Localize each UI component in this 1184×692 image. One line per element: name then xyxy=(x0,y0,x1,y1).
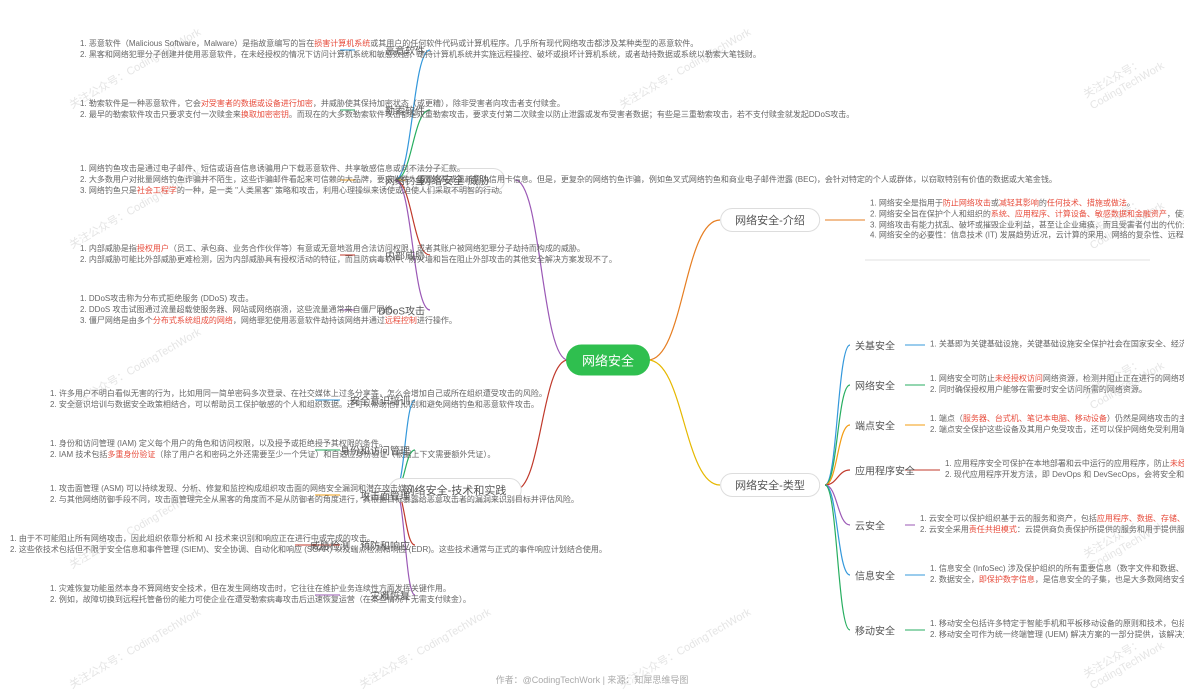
note-tech-4: 1. 灾难恢复功能虽然本身不算网络安全技术，但在发生网络攻击时，它往往在维护业务… xyxy=(50,584,310,606)
note-types-4: 1. 云安全可以保护组织基于云的服务和资产，包括应用程序、数据、存储、开发工具、… xyxy=(920,514,1170,536)
root-node: 网络安全 xyxy=(566,345,650,376)
watermark: 关注公众号：CodingTechWork xyxy=(1080,36,1184,112)
note-threats-2: 1. 网络钓鱼攻击是通过电子邮件、短信或语音信息诱骗用户下载恶意软件、共享敏感信… xyxy=(80,164,335,196)
note-types-6: 1. 移动安全包括许多特定于智能手机和平板移动设备的原则和技术，包括移动应用程序… xyxy=(930,619,1170,641)
branch-intro: 网络安全-介绍 xyxy=(720,208,820,232)
leaf-types-2: 端点安全 xyxy=(855,418,895,433)
note-tech-2: 1. 攻击面管理 (ASM) 可以持续发现、分析、修复和监控构成组织攻击面的网络… xyxy=(50,484,310,506)
note-tech-1: 1. 身份和访问管理 (IAM) 定义每个用户的角色和访问权限，以及授予或拒绝授… xyxy=(50,439,310,461)
note-types-1: 1. 网络安全可防止未经授权访问网络资源，检测并阻止正在进行的网络攻击和网络安全… xyxy=(930,374,1170,396)
note-threats-0: 1. 恶意软件（Malicious Software，Malware）是指故意编… xyxy=(80,39,335,61)
note-types-5: 1. 信息安全 (InfoSec) 涉及保护组织的所有重要信息（数字文件和数据、… xyxy=(930,564,1170,586)
leaf-types-4: 云安全 xyxy=(855,518,885,533)
note-tech-0: 1. 许多用户不明白看似无害的行为，比如用同一简单密码多次登录、在社交媒体上过多… xyxy=(50,389,310,411)
leaf-types-0: 关基安全 xyxy=(855,338,895,353)
note-types-3: 1. 应用程序安全可保护在本地部署和云中运行的应用程序，防止未经授权访问和使用应… xyxy=(945,459,1175,481)
note-intro: 1. 网络安全是指用于防止网络攻击或减轻其影响的任何技术、措施或做法。2. 网络… xyxy=(870,198,1150,241)
footer: 作者：@CodingTechWork | 来源：知犀思维导图 xyxy=(0,673,1184,686)
watermark: 关注公众号：CodingTechWork xyxy=(616,24,754,113)
leaf-types-3: 应用程序安全 xyxy=(855,463,915,478)
note-threats-3: 1. 内部威胁是指授权用户（员工、承包商、业务合作伙伴等）有意或无意地滥用合法访… xyxy=(80,244,335,266)
leaf-types-6: 移动安全 xyxy=(855,623,895,638)
note-types-0: 1. 关基即为关键基础设施，关键基础设施安全保护社会在国家安全、经济健康和公共安… xyxy=(930,340,1170,351)
note-types-2: 1. 端点（服务器、台式机、笔记本电脑、移动设备）仍然是网络攻击的主要切入点。2… xyxy=(930,414,1170,436)
leaf-types-5: 信息安全 xyxy=(855,568,895,583)
leaf-types-1: 网络安全 xyxy=(855,378,895,393)
branch-types: 网络安全-类型 xyxy=(720,473,820,497)
note-threats-1: 1. 勒索软件是一种恶意软件，它会对受害者的数据或设备进行加密，并威胁使其保持加… xyxy=(80,99,335,121)
note-threats-4: 1. DDoS攻击称为分布式拒绝服务 (DDoS) 攻击。2. DDoS 攻击试… xyxy=(80,294,335,326)
note-tech-3: 1. 由于不可能阻止所有网络攻击，因此组织依靠分析和 AI 技术来识别和响应正在… xyxy=(10,534,290,556)
